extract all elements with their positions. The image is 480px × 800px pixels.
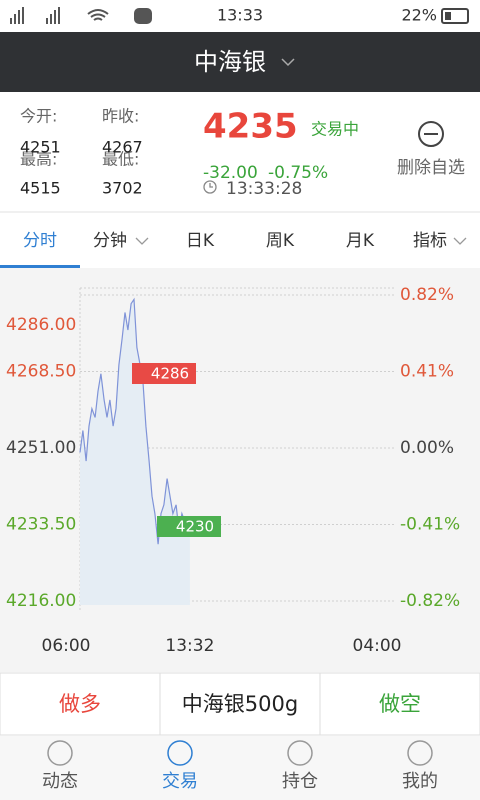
y2-tick-label: 0.00%: [400, 438, 454, 458]
low-value: 3702: [102, 179, 143, 198]
product-selector[interactable]: 中海银500g: [182, 692, 298, 716]
status-time: 13:33: [217, 6, 263, 25]
nav-item[interactable]: 交易: [162, 771, 198, 792]
buy-long-button[interactable]: 做多: [59, 692, 101, 716]
tab-chevrons: [135, 237, 467, 245]
chart: 4216.00 4233.50 4251.00 4268.50 4286.00 -0.82…: [6, 285, 460, 656]
battery-icon: [441, 8, 469, 24]
tab-bar: [0, 213, 480, 268]
change-pct: -0.75%: [268, 163, 328, 183]
y2-tick-label: 0.82%: [400, 285, 454, 305]
y-tick-label: 4268.50: [6, 362, 76, 382]
header-title[interactable]: 中海银: [194, 48, 266, 76]
nav-icon[interactable]: [287, 740, 313, 766]
tab[interactable]: 月K: [346, 231, 375, 251]
tab[interactable]: 日K: [186, 231, 215, 251]
quote-time: 13:33:28: [226, 179, 302, 199]
nav-bar: [0, 736, 480, 800]
sell-short-button[interactable]: 做空: [379, 692, 421, 716]
y2-tick-label: 0.41%: [400, 362, 454, 382]
quote-panel: [0, 92, 480, 212]
nav-icon[interactable]: [47, 740, 73, 766]
tab[interactable]: 周K: [266, 231, 295, 251]
low-label: 最低:: [102, 150, 139, 169]
y-tick-label: 4251.00: [6, 438, 76, 458]
change: -32.00: [203, 163, 258, 183]
battery-level: [445, 12, 451, 20]
clock-hands: [209, 183, 213, 188]
price-marker-label: 4286: [151, 365, 189, 383]
remove-favorite[interactable]: 删除自选: [397, 158, 465, 178]
title-chevron[interactable]: [281, 58, 295, 67]
signal-icons: [10, 7, 152, 24]
y-tick-label: 4286.00: [6, 315, 76, 335]
y-tick-label: 4216.00: [6, 591, 76, 611]
status-bar: [0, 0, 480, 32]
y-tick-label: 4233.50: [6, 515, 76, 535]
open-label: 今开:: [20, 107, 57, 126]
clock-icon: [203, 180, 217, 194]
high-value: 4515: [20, 179, 61, 198]
tab[interactable]: 分时: [23, 231, 57, 251]
x-tick-label: 06:00: [42, 636, 91, 656]
series-line: [79, 297, 190, 545]
prev-close-value: 4267: [102, 138, 143, 157]
price-marker: [157, 516, 221, 537]
prev-close-label: 昨收:: [102, 107, 139, 126]
nav-item[interactable]: 我的: [402, 771, 438, 792]
price-marker-label: 4230: [176, 518, 214, 536]
tab[interactable]: 指标: [413, 231, 447, 251]
nav-item[interactable]: 动态: [42, 771, 78, 792]
remove-icon[interactable]: [418, 121, 444, 147]
y2-tick-label: -0.41%: [400, 515, 460, 535]
action-bar: [0, 672, 480, 736]
price: 4235: [203, 107, 298, 147]
y2-tick-label: -0.82%: [400, 591, 460, 611]
trade-status: 交易中: [311, 120, 359, 139]
open-value: 4251: [20, 138, 61, 157]
tab-indicator: [0, 265, 80, 268]
nav-icon[interactable]: [407, 740, 433, 766]
x-tick-label: 13:32: [165, 636, 214, 656]
high-label: 最高:: [20, 150, 57, 169]
x-tick-label: 04:00: [353, 636, 402, 656]
nav-item[interactable]: 持仓: [282, 771, 318, 792]
nav-icon[interactable]: [167, 740, 193, 766]
price-marker: [132, 363, 196, 384]
header: [0, 32, 480, 92]
tab[interactable]: 分钟: [93, 231, 127, 251]
battery-text: 22%: [401, 6, 437, 25]
